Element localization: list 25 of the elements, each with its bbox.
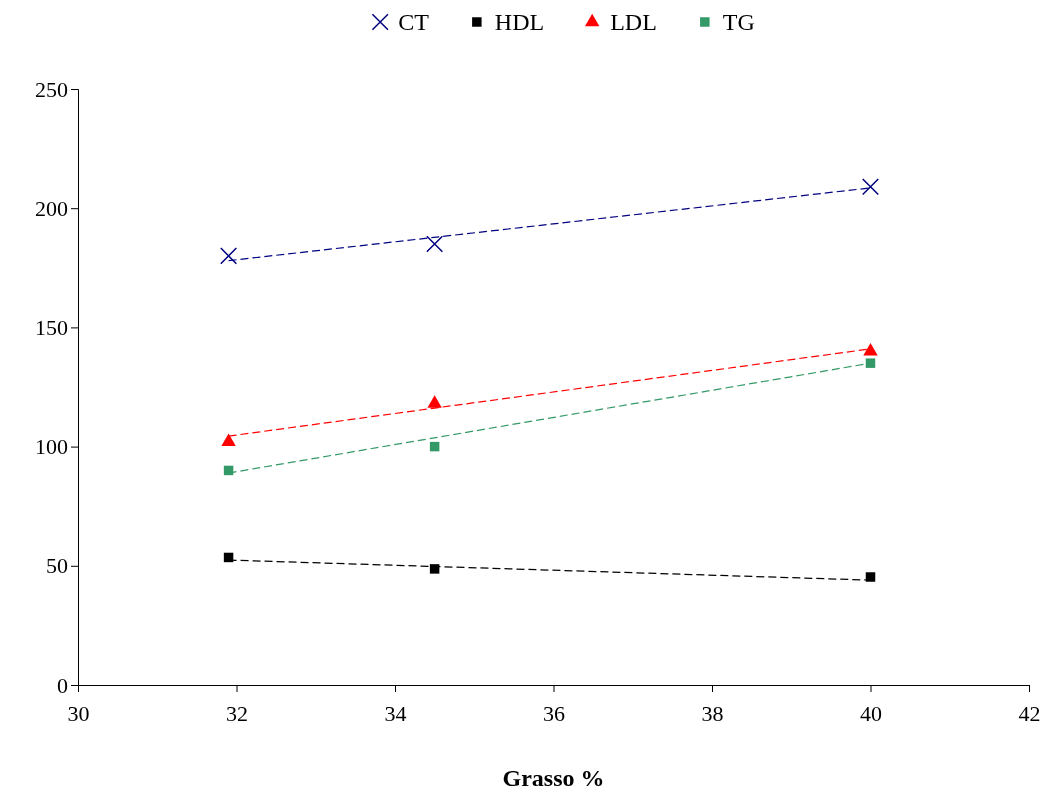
point: [861, 178, 880, 196]
legend-label: CT: [398, 9, 430, 35]
point: [220, 247, 238, 265]
point: [429, 441, 440, 452]
legend-label: HDL: [494, 9, 545, 35]
y-tick-label: 150: [35, 314, 68, 340]
point: [426, 235, 444, 253]
point: [865, 358, 876, 368]
legend-label: LDL: [610, 9, 657, 35]
point: [865, 572, 876, 582]
point: [429, 564, 440, 574]
x-tick-label: 40: [860, 701, 882, 727]
x-tick-label: 32: [226, 701, 248, 727]
x-tick-label: 34: [384, 701, 407, 727]
x-axis-title: Grasso %: [502, 765, 605, 791]
legend-label: TG: [722, 9, 755, 35]
y-tick-label: 0: [57, 672, 68, 698]
x-tick-label: 36: [543, 701, 565, 727]
x-tick-label: 38: [701, 701, 724, 727]
x-tick-label: 30: [67, 701, 90, 727]
y-tick-label: 200: [35, 195, 68, 221]
x-tick-label: 42: [1018, 701, 1041, 727]
y-tick-label: 100: [35, 434, 68, 460]
y-tick-label: 250: [35, 76, 68, 102]
y-tick-label: 50: [46, 553, 68, 579]
